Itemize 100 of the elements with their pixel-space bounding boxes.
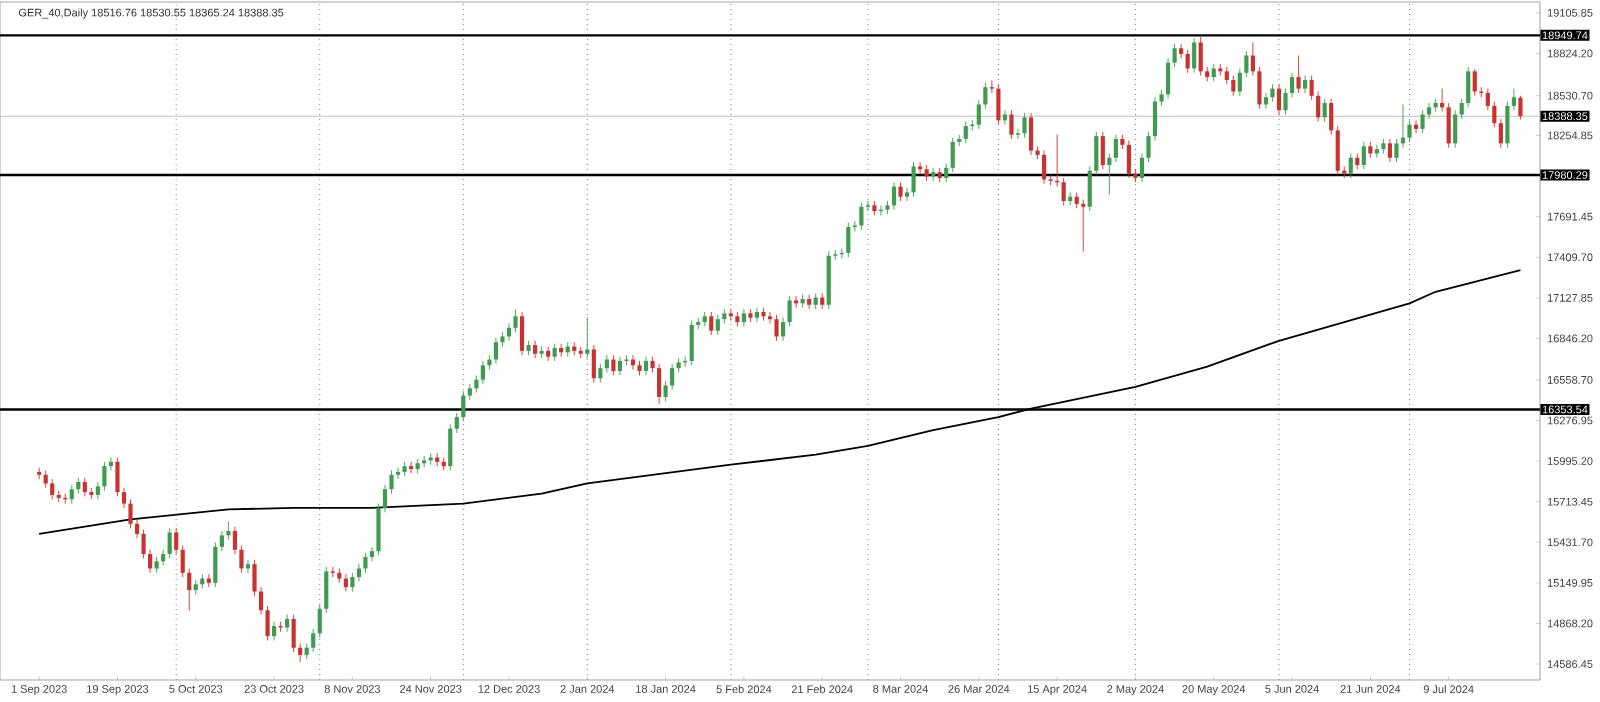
candlestick bbox=[611, 354, 616, 376]
candlestick bbox=[180, 544, 185, 578]
candlestick bbox=[513, 308, 518, 333]
candlestick bbox=[1192, 37, 1197, 74]
candlestick bbox=[670, 363, 675, 391]
candlestick bbox=[591, 344, 596, 384]
candlestick bbox=[944, 163, 949, 183]
candlestick bbox=[976, 99, 981, 130]
candlestick bbox=[1316, 91, 1321, 123]
candlestick bbox=[1022, 112, 1027, 139]
candlestick bbox=[741, 308, 746, 327]
candlestick bbox=[219, 530, 224, 552]
candlestick bbox=[1231, 75, 1236, 97]
candlestick bbox=[1094, 131, 1099, 176]
candlestick bbox=[1335, 125, 1340, 176]
candlestick bbox=[422, 455, 427, 469]
candlestick bbox=[1198, 34, 1203, 77]
candlestick bbox=[1237, 67, 1242, 97]
candlestick bbox=[546, 346, 551, 362]
candlestick bbox=[1296, 55, 1301, 94]
candlestick bbox=[102, 461, 107, 492]
candlestick bbox=[271, 621, 277, 641]
candlestick bbox=[1342, 165, 1347, 179]
candlestick bbox=[1107, 153, 1112, 195]
candlestick bbox=[1505, 101, 1510, 149]
candlestick bbox=[409, 461, 414, 474]
candlestick bbox=[213, 542, 218, 588]
candlestick bbox=[794, 295, 799, 309]
candlestick bbox=[1453, 109, 1458, 149]
candlestick bbox=[1244, 50, 1249, 78]
candlestick bbox=[1309, 75, 1314, 101]
candlestick bbox=[617, 356, 623, 376]
candlestick bbox=[1498, 118, 1503, 149]
candlestick bbox=[448, 423, 453, 471]
candlestick bbox=[167, 527, 172, 559]
candlestick bbox=[298, 642, 303, 663]
candlestick bbox=[285, 614, 290, 633]
candlestick bbox=[846, 222, 851, 258]
candlestick bbox=[1179, 43, 1184, 59]
candlestick bbox=[1100, 131, 1105, 170]
candlestick bbox=[161, 549, 166, 567]
candlestick bbox=[519, 311, 525, 356]
candlestick bbox=[533, 340, 538, 359]
candlestick bbox=[454, 412, 459, 434]
candlestick bbox=[1009, 109, 1014, 140]
candlestick bbox=[715, 314, 720, 336]
candlestick bbox=[1492, 101, 1497, 128]
candlestick bbox=[1459, 98, 1464, 120]
candlestick bbox=[69, 484, 74, 505]
candlestick bbox=[1081, 199, 1086, 252]
candlestick bbox=[356, 563, 361, 582]
candlestick bbox=[1387, 138, 1393, 163]
candlestick bbox=[1472, 68, 1477, 97]
candlestick bbox=[461, 390, 466, 422]
candlestick bbox=[709, 311, 714, 336]
candlestick bbox=[1126, 140, 1131, 179]
candlestick bbox=[643, 356, 649, 376]
candlestick bbox=[174, 527, 179, 555]
candlestick bbox=[1361, 141, 1366, 170]
candlestick bbox=[656, 363, 662, 405]
candlestick bbox=[950, 137, 955, 173]
candlestick bbox=[1485, 88, 1490, 111]
candlestick bbox=[754, 307, 760, 323]
candlestick bbox=[350, 572, 355, 592]
candlestick bbox=[859, 201, 864, 231]
candlestick bbox=[317, 604, 322, 639]
candlestick bbox=[689, 320, 694, 366]
candlestick bbox=[1322, 98, 1327, 123]
candlestick bbox=[1028, 112, 1034, 156]
candlestick bbox=[1087, 165, 1092, 212]
candlestick bbox=[774, 314, 779, 342]
candlestick bbox=[291, 614, 296, 653]
candlestick bbox=[1348, 153, 1353, 179]
candlestick bbox=[1329, 98, 1334, 136]
candlestick bbox=[363, 552, 368, 574]
candlestick bbox=[963, 121, 968, 144]
candlestick bbox=[1172, 43, 1177, 68]
candlestick bbox=[1218, 63, 1223, 77]
candlestick bbox=[598, 363, 603, 384]
candlestick bbox=[187, 568, 192, 612]
candlestick bbox=[983, 82, 988, 110]
candlestick bbox=[1303, 75, 1308, 94]
candlestick bbox=[1185, 49, 1190, 74]
candlestick bbox=[50, 478, 55, 500]
candlestick bbox=[480, 360, 485, 385]
candlestick bbox=[585, 316, 590, 359]
candlestick bbox=[82, 477, 87, 497]
candlestick bbox=[324, 566, 329, 614]
candlestick bbox=[1511, 88, 1517, 111]
candlestick bbox=[865, 200, 870, 212]
candlestick bbox=[1446, 102, 1451, 149]
candlestick bbox=[1041, 150, 1047, 185]
candlestick bbox=[311, 628, 316, 653]
candlestick bbox=[918, 161, 923, 175]
candlestick bbox=[1518, 95, 1523, 120]
candlestick bbox=[728, 308, 733, 322]
candlestick bbox=[1113, 134, 1118, 163]
candlestick bbox=[891, 181, 897, 211]
candlestick bbox=[898, 181, 903, 202]
candlestick bbox=[1420, 109, 1425, 134]
